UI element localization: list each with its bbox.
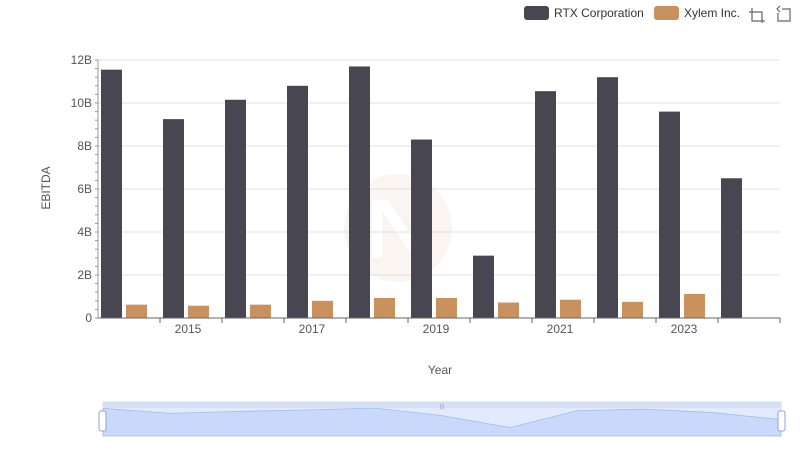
y-axis-title: EBITDA	[39, 166, 53, 209]
x-tick-label: 2019	[423, 322, 450, 336]
bar-xylem-2017[interactable]	[312, 300, 333, 318]
bar-xylem-2015[interactable]	[188, 305, 209, 318]
x-axis-title: Year	[428, 363, 452, 377]
slider-data-shadow	[102, 407, 782, 437]
slider-grip-icon: |||	[440, 404, 445, 410]
data-zoom-icon[interactable]	[746, 4, 768, 26]
y-tick-label: 4B	[77, 225, 92, 239]
bar-rtx-2014[interactable]	[101, 69, 122, 318]
bar-rtx-2022[interactable]	[597, 77, 618, 318]
y-tick-label: 2B	[77, 268, 92, 282]
bar-rtx-2024[interactable]	[721, 178, 742, 318]
x-tick-label: 2015	[175, 322, 202, 336]
y-tick-label: 8B	[77, 139, 92, 153]
bar-rtx-2020[interactable]	[473, 255, 494, 318]
bar-xylem-2019[interactable]	[436, 298, 457, 318]
bar-rtx-2016[interactable]	[225, 99, 246, 319]
x-tick-label: 2017	[299, 322, 326, 336]
bar-rtx-2021[interactable]	[535, 91, 556, 318]
bar-rtx-2018[interactable]	[349, 66, 370, 318]
slider-move-handle[interactable]	[103, 402, 781, 408]
bar-xylem-2023[interactable]	[684, 293, 705, 318]
legend-label-xylem: Xylem Inc.	[684, 6, 740, 20]
y-axis: 0 2B 4B 6B 8B 10B 12B	[71, 53, 99, 325]
legend-label-rtx: RTX Corporation	[554, 6, 644, 20]
y-tick-label: 0	[85, 311, 92, 325]
legend-item-xylem[interactable]: Xylem Inc.	[654, 6, 740, 20]
y-tick-label: 10B	[71, 96, 92, 110]
x-tick-label: 2023	[671, 322, 698, 336]
legend-item-rtx[interactable]: RTX Corporation	[524, 6, 644, 20]
bar-xylem-2016[interactable]	[250, 304, 271, 318]
slider-right-handle[interactable]	[777, 410, 786, 432]
bar-xylem-2014[interactable]	[126, 304, 147, 318]
bar-rtx-2017[interactable]	[287, 85, 308, 318]
bar-xylem-2020[interactable]	[498, 302, 519, 318]
bar-xylem-2021[interactable]	[560, 299, 581, 318]
restore-icon[interactable]	[774, 4, 794, 26]
y-tick-label: 6B	[77, 182, 92, 196]
x-tick-label: 2021	[547, 322, 574, 336]
bars	[101, 66, 742, 319]
bar-rtx-2023[interactable]	[659, 111, 680, 318]
x-axis: 2015 2017 2019 2021 2023	[98, 317, 781, 336]
slider-left-handle[interactable]	[98, 410, 107, 432]
legend-swatch-xylem	[654, 6, 679, 20]
data-zoom-slider[interactable]: |||	[98, 401, 786, 437]
bar-rtx-2015[interactable]	[163, 119, 184, 318]
bar-xylem-2018[interactable]	[374, 298, 395, 318]
bar-rtx-2019[interactable]	[411, 139, 432, 318]
bar-xylem-2022[interactable]	[622, 301, 643, 318]
legend: RTX Corporation Xylem Inc.	[524, 6, 740, 20]
y-tick-label: 12B	[71, 53, 92, 67]
legend-swatch-rtx	[524, 6, 549, 20]
